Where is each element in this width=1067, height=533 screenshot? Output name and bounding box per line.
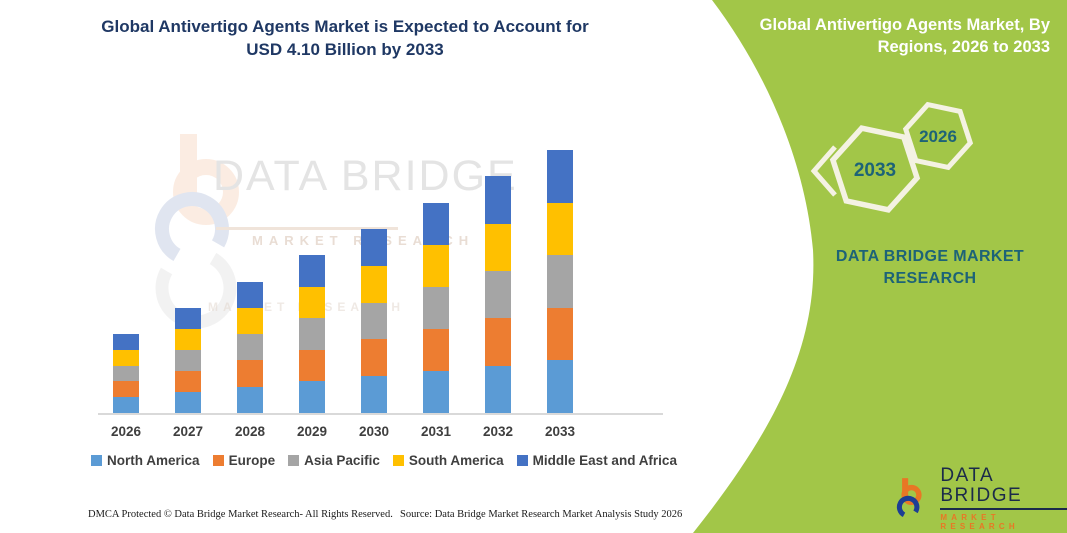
dbmr-logo-icon — [896, 477, 922, 518]
bar-segment-middle-east-and-africa — [547, 150, 573, 203]
logo-subtitle: MARKET RESEARCH — [940, 513, 1019, 531]
bar-segment-middle-east-and-africa — [361, 228, 387, 266]
bar-segment-europe — [547, 307, 573, 361]
legend-swatch-icon — [516, 455, 528, 466]
bar-segment-europe — [113, 381, 139, 398]
legend-label: Asia Pacific — [304, 453, 380, 468]
watermark-brand-text: DATA BRIDGE — [213, 152, 518, 200]
bar-segment-asia-pacific — [237, 334, 263, 361]
x-axis-label-2033: 2033 — [544, 424, 576, 439]
hexagon-partial-icon — [810, 145, 837, 197]
legend-swatch-icon — [392, 455, 404, 466]
legend-item-europe: Europe — [212, 453, 276, 468]
footer-source-note: Source: Data Bridge Market Research Mark… — [400, 509, 683, 520]
bar-segment-north-america — [423, 370, 449, 413]
x-axis-label-2030: 2030 — [358, 424, 390, 439]
bar-segment-asia-pacific — [113, 365, 139, 382]
bar-segment-asia-pacific — [175, 349, 201, 371]
legend-label: Europe — [228, 453, 276, 468]
watermark-sub-text: MARKET RESEARCH — [252, 233, 475, 248]
bar-segment-north-america — [113, 397, 139, 413]
year-hexagons: 2033 2026 — [810, 101, 974, 213]
hexagon-2026-label: 2026 — [919, 127, 957, 146]
stacked-bar-2030 — [361, 228, 387, 413]
bar-segment-europe — [175, 370, 201, 392]
legend-label: Middle East and Africa — [532, 453, 677, 468]
stacked-bar-2028 — [237, 281, 263, 413]
right-panel-title-line2: Regions, 2026 to 2033 — [877, 38, 1050, 56]
stacked-bar-2027 — [175, 307, 201, 413]
right-panel-title: Global Antivertigo Agents Market, By Reg… — [745, 14, 1050, 58]
bar-segment-south-america — [361, 265, 387, 303]
bar-segment-north-america — [485, 365, 511, 413]
chart-legend: North America Europe Asia Pacific South Ame… — [91, 453, 677, 468]
legend-swatch-icon — [288, 455, 300, 466]
stacked-bar-2033 — [547, 150, 573, 413]
legend-swatch-icon — [91, 455, 103, 466]
bar-segment-north-america — [299, 381, 325, 413]
bar-segment-middle-east-and-africa — [299, 255, 325, 287]
bar-segment-asia-pacific — [423, 286, 449, 329]
plot-area — [98, 143, 663, 415]
bar-segment-europe — [299, 349, 325, 382]
bar-segment-north-america — [237, 386, 263, 413]
x-axis-labels: 2026 2027 2028 2029 2030 2031 2032 2033 — [98, 424, 663, 442]
dbmr-watermark-logo-icon — [155, 134, 239, 329]
right-panel-brand-text: DATA BRIDGE MARKET RESEARCH — [835, 248, 1025, 287]
x-axis-label-2029: 2029 — [296, 424, 328, 439]
footer-dmca-note: DMCA Protected © Data Bridge Market Rese… — [88, 509, 393, 520]
dbmr-footer-logo: DATA BRIDGE MARKET RESEARCH — [892, 466, 1067, 531]
x-axis-label-2032: 2032 — [482, 424, 514, 439]
bar-segment-south-america — [237, 307, 263, 335]
bar-segment-middle-east-and-africa — [175, 307, 201, 329]
bar-segment-south-america — [113, 349, 139, 366]
bar-segment-south-america — [299, 286, 325, 319]
bar-segment-middle-east-and-africa — [113, 334, 139, 350]
hexagon-2033-label: 2033 — [854, 160, 896, 181]
legend-item-south-america: South America — [392, 453, 504, 468]
legend-item-asia-pacific: Asia Pacific — [288, 453, 380, 468]
bar-segment-north-america — [547, 360, 573, 413]
bar-segment-south-america — [423, 244, 449, 287]
legend-label: North America — [107, 453, 200, 468]
bar-segment-south-america — [485, 223, 511, 272]
right-panel-title-line1: Global Antivertigo Agents Market, By — [759, 16, 1050, 34]
watermark-divider — [216, 227, 398, 230]
bar-segment-europe — [485, 318, 511, 366]
stacked-bar-2029 — [299, 255, 325, 413]
chart-title-line1: Global Antivertigo Agents Market is Expe… — [101, 17, 589, 36]
logo-wordmark: DATA BRIDGE — [940, 466, 1067, 510]
bar-segment-europe — [423, 328, 449, 371]
chart-title: Global Antivertigo Agents Market is Expe… — [60, 15, 630, 61]
bar-segment-south-america — [175, 328, 201, 350]
legend-swatch-icon — [212, 455, 224, 466]
stacked-bar-2032 — [485, 176, 511, 413]
legend-item-north-america: North America — [91, 453, 200, 468]
bar-segment-south-america — [547, 202, 573, 256]
x-axis-label-2028: 2028 — [234, 424, 266, 439]
stacked-bar-2031 — [423, 202, 449, 413]
bar-segment-north-america — [361, 376, 387, 413]
x-axis-label-2031: 2031 — [420, 424, 452, 439]
chart-title-line2: USD 4.10 Billion by 2033 — [246, 40, 444, 59]
hexagon-2026-icon — [902, 101, 974, 171]
bar-segment-europe — [237, 360, 263, 387]
hexagon-2033-icon — [829, 125, 921, 213]
bar-segment-middle-east-and-africa — [485, 176, 511, 224]
bar-segment-middle-east-and-africa — [237, 281, 263, 308]
x-axis-label-2026: 2026 — [110, 424, 142, 439]
x-axis-label-2027: 2027 — [172, 424, 204, 439]
bar-segment-asia-pacific — [485, 271, 511, 319]
stacked-bar-2026 — [113, 334, 139, 413]
legend-label: South America — [408, 453, 504, 468]
bar-segment-asia-pacific — [299, 318, 325, 350]
bar-segment-europe — [361, 339, 387, 377]
legend-item-middle-east-and-africa: Middle East and Africa — [516, 453, 677, 468]
bar-segment-middle-east-and-africa — [423, 202, 449, 245]
bar-segment-asia-pacific — [547, 255, 573, 308]
bar-segment-north-america — [175, 391, 201, 413]
bar-segment-asia-pacific — [361, 302, 387, 340]
